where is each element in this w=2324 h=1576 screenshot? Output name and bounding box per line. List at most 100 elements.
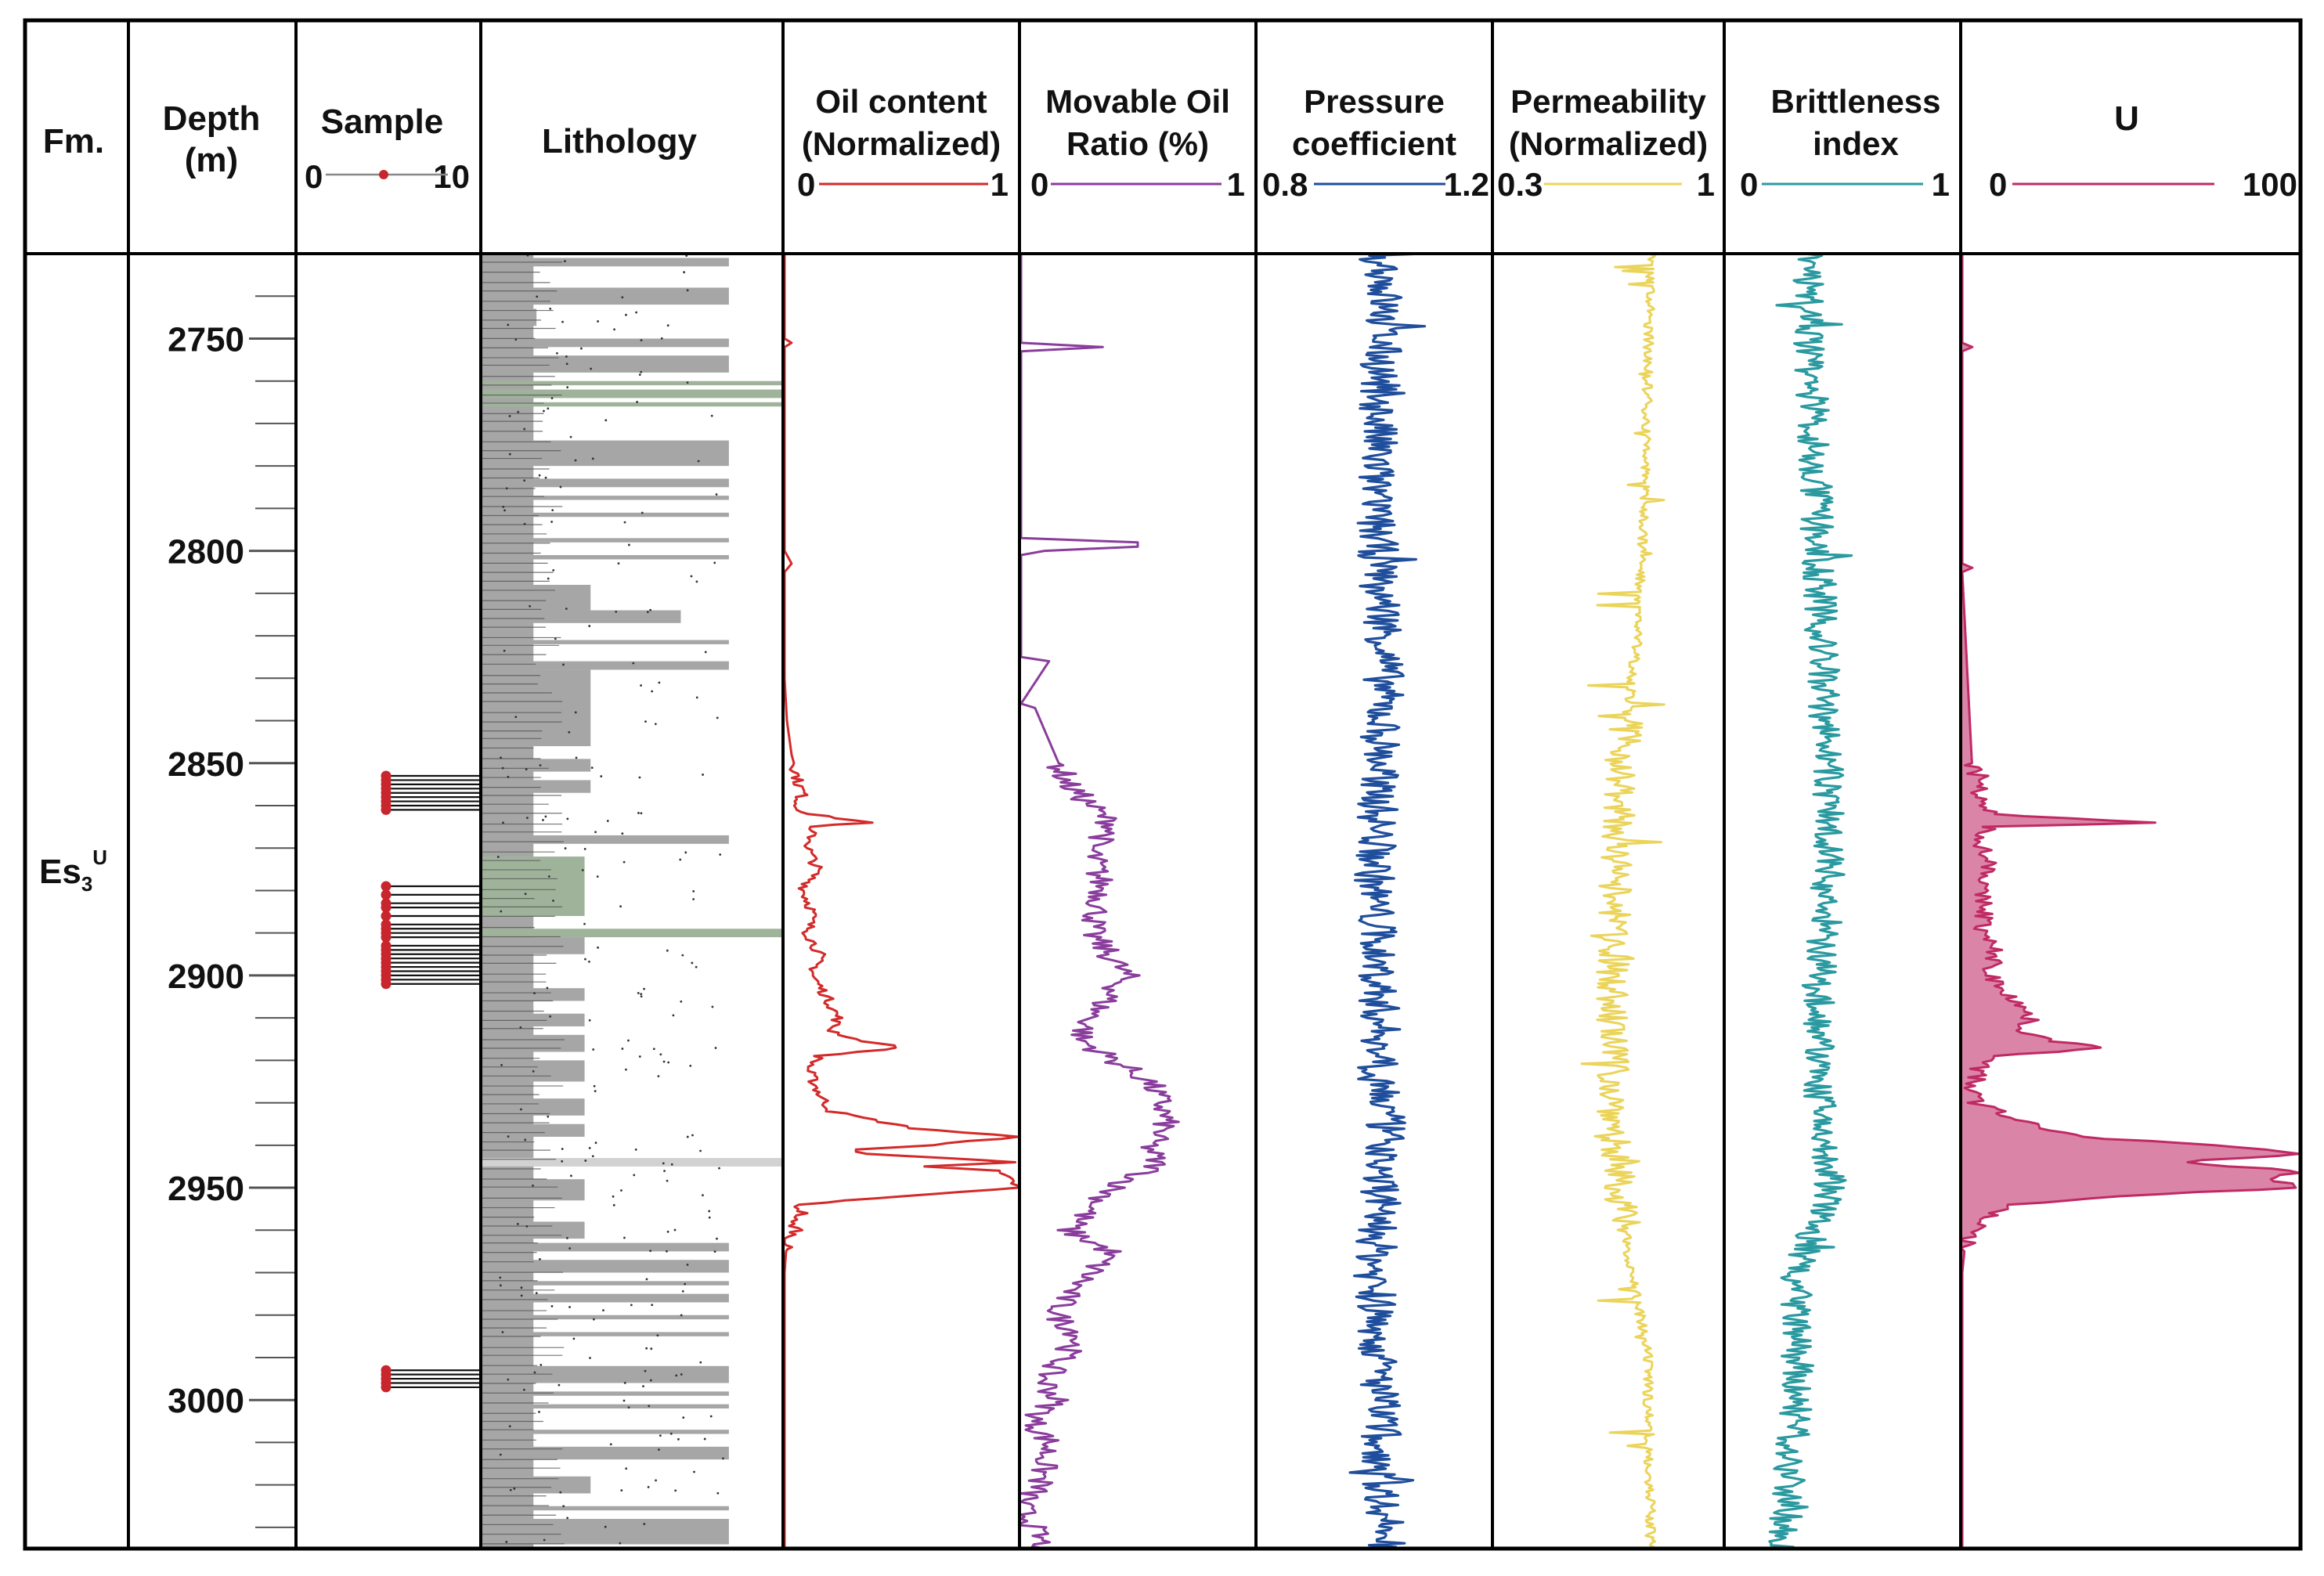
lith-dot — [502, 821, 504, 824]
pressure-header-line1: Pressure — [1304, 83, 1445, 120]
formation-name: Es — [39, 853, 81, 891]
lith-dot — [559, 485, 562, 489]
lith-interval-shale — [482, 1123, 585, 1137]
curve-group-pressure — [1348, 254, 1427, 1549]
lith-dot — [673, 1228, 677, 1232]
lith-dot — [622, 1399, 626, 1402]
lith-dot — [704, 651, 707, 654]
lith-dot — [645, 1347, 648, 1350]
lith-dot — [507, 1378, 510, 1381]
lith-dot — [547, 577, 550, 580]
lithology-header: Lithology — [542, 122, 697, 160]
lith-interval-shale — [482, 640, 729, 644]
lith-dot — [674, 1489, 677, 1492]
lith-dot — [604, 1525, 607, 1528]
lith-dot — [547, 875, 550, 878]
lith-interval-green — [482, 380, 783, 386]
lith-dot — [561, 1148, 564, 1150]
lith-dot — [593, 1084, 596, 1087]
sample-marker — [381, 889, 392, 900]
lith-dot — [519, 1026, 522, 1029]
lith-interval-shale — [482, 1430, 729, 1434]
lith-dot — [606, 820, 609, 822]
lith-dot — [594, 1141, 597, 1145]
lith-dot — [684, 1282, 687, 1286]
perm-scale-min: 0.3 — [1497, 166, 1543, 203]
lith-interval-shale — [482, 1519, 729, 1545]
lith-dot — [652, 1048, 655, 1051]
lith-dot — [699, 1361, 702, 1364]
lith-dot — [666, 324, 669, 327]
lith-dot — [714, 1047, 717, 1049]
lith-dot — [627, 1406, 630, 1409]
lith-dot — [660, 337, 663, 340]
lith-dot — [684, 851, 687, 854]
lith-dot — [581, 869, 584, 871]
lith-dot — [623, 1236, 626, 1239]
lith-dot — [499, 1284, 502, 1287]
lith-dot — [558, 1383, 561, 1387]
lith-dot — [697, 460, 700, 463]
lith-interval-shale — [482, 661, 729, 670]
lith-dot — [550, 521, 553, 523]
lith-interval-shale — [482, 538, 729, 543]
lith-dot — [505, 487, 508, 490]
lith-dot — [681, 954, 684, 957]
lith-dot — [699, 1149, 702, 1152]
lith-dot — [505, 1541, 508, 1543]
lith-dot — [713, 1250, 716, 1253]
lith-dot — [693, 1470, 695, 1473]
lith-dot — [625, 313, 627, 316]
lith-dot — [679, 858, 682, 861]
lith-dot — [612, 1195, 615, 1198]
lith-dot — [562, 1505, 565, 1508]
lith-dot — [647, 1486, 650, 1488]
lith-dot — [666, 1179, 669, 1182]
lith-interval-shale — [482, 1365, 729, 1383]
lith-dot — [552, 900, 554, 902]
lith-dot — [651, 1304, 654, 1307]
lith-dot — [691, 1134, 694, 1137]
mor-scale-max: 1 — [1227, 166, 1245, 203]
lith-dot — [550, 1305, 554, 1307]
lith-dot — [551, 509, 554, 512]
lith-dot — [669, 1432, 673, 1435]
lith-dot — [507, 323, 510, 326]
lith-dot — [656, 1334, 659, 1337]
lith-dot — [692, 889, 695, 893]
oil-scale-max: 1 — [991, 166, 1009, 203]
lith-dot — [564, 260, 566, 262]
sample-scale-max: 10 — [433, 158, 470, 195]
lith-dot — [686, 1135, 689, 1138]
lith-dot — [584, 1159, 587, 1162]
lith-dot — [572, 1337, 576, 1340]
lith-dot — [680, 1373, 683, 1376]
lith-dot — [565, 355, 568, 358]
lith-dot — [627, 1039, 630, 1042]
lith-interval-shale — [482, 835, 729, 844]
lith-dot — [539, 764, 542, 766]
lith-interval-silt — [482, 308, 537, 326]
lith-dot — [635, 311, 638, 314]
lith-dot — [559, 1491, 562, 1494]
lith-dot — [525, 768, 528, 770]
lith-dot — [666, 1250, 668, 1253]
lith-dot — [525, 1224, 529, 1228]
depth-header-line2: (m) — [185, 141, 238, 179]
lith-dot — [655, 1479, 657, 1482]
pressure-scale-max: 1.2 — [1444, 166, 1489, 203]
sample-marker — [381, 881, 392, 892]
lith-dot — [520, 1294, 523, 1297]
lith-dot — [520, 1108, 522, 1111]
lith-dot — [552, 568, 555, 572]
lith-dot — [716, 1491, 720, 1495]
lith-dot — [588, 960, 590, 963]
lith-dot — [659, 1434, 662, 1437]
lith-dot — [564, 847, 567, 849]
lith-interval-shale — [482, 338, 729, 348]
lith-dot — [644, 1369, 647, 1372]
lith-dot — [602, 1309, 604, 1312]
pressure-header-line2: coefficient — [1292, 125, 1456, 162]
